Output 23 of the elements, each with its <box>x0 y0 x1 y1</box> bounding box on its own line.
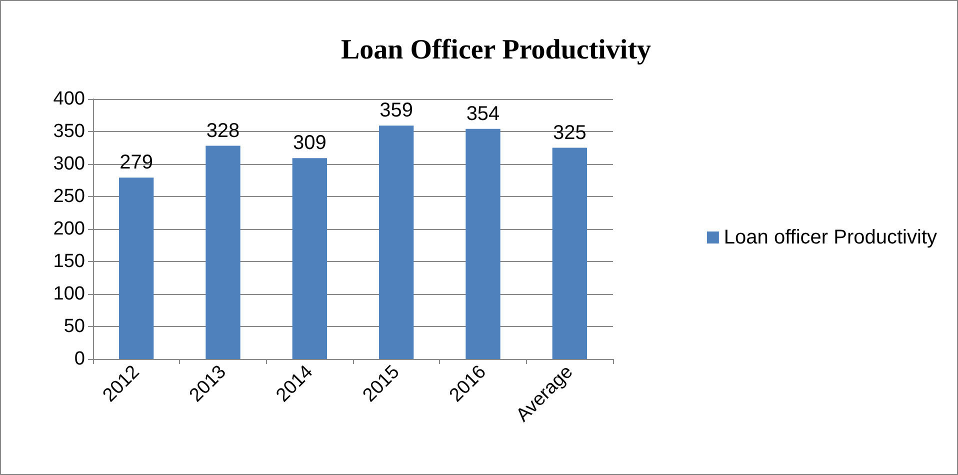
y-tick-label: 250 <box>53 186 85 207</box>
bar <box>292 158 327 359</box>
chart-title: Loan Officer Productivity <box>340 34 652 66</box>
data-label: 279 <box>120 152 154 174</box>
bar <box>379 126 414 359</box>
bar <box>119 178 154 359</box>
bar <box>206 146 240 359</box>
y-tick-label: 300 <box>53 154 85 174</box>
data-label: 359 <box>380 100 414 122</box>
legend-label: Loan officer Productivity <box>724 226 937 248</box>
y-tick-label: 150 <box>53 251 85 272</box>
y-tick-label: 400 <box>53 88 85 110</box>
data-label: 309 <box>292 132 326 154</box>
y-tick-label: 100 <box>53 284 85 304</box>
bar <box>552 148 587 359</box>
y-tick-label: 50 <box>64 316 85 337</box>
data-label: 328 <box>206 120 240 142</box>
data-label: 325 <box>552 122 586 144</box>
y-tick-label: 350 <box>53 121 85 142</box>
y-tick-label: 200 <box>53 218 85 240</box>
y-tick-label: 0 <box>74 348 85 370</box>
data-label: 354 <box>466 102 500 125</box>
bar <box>466 128 500 359</box>
